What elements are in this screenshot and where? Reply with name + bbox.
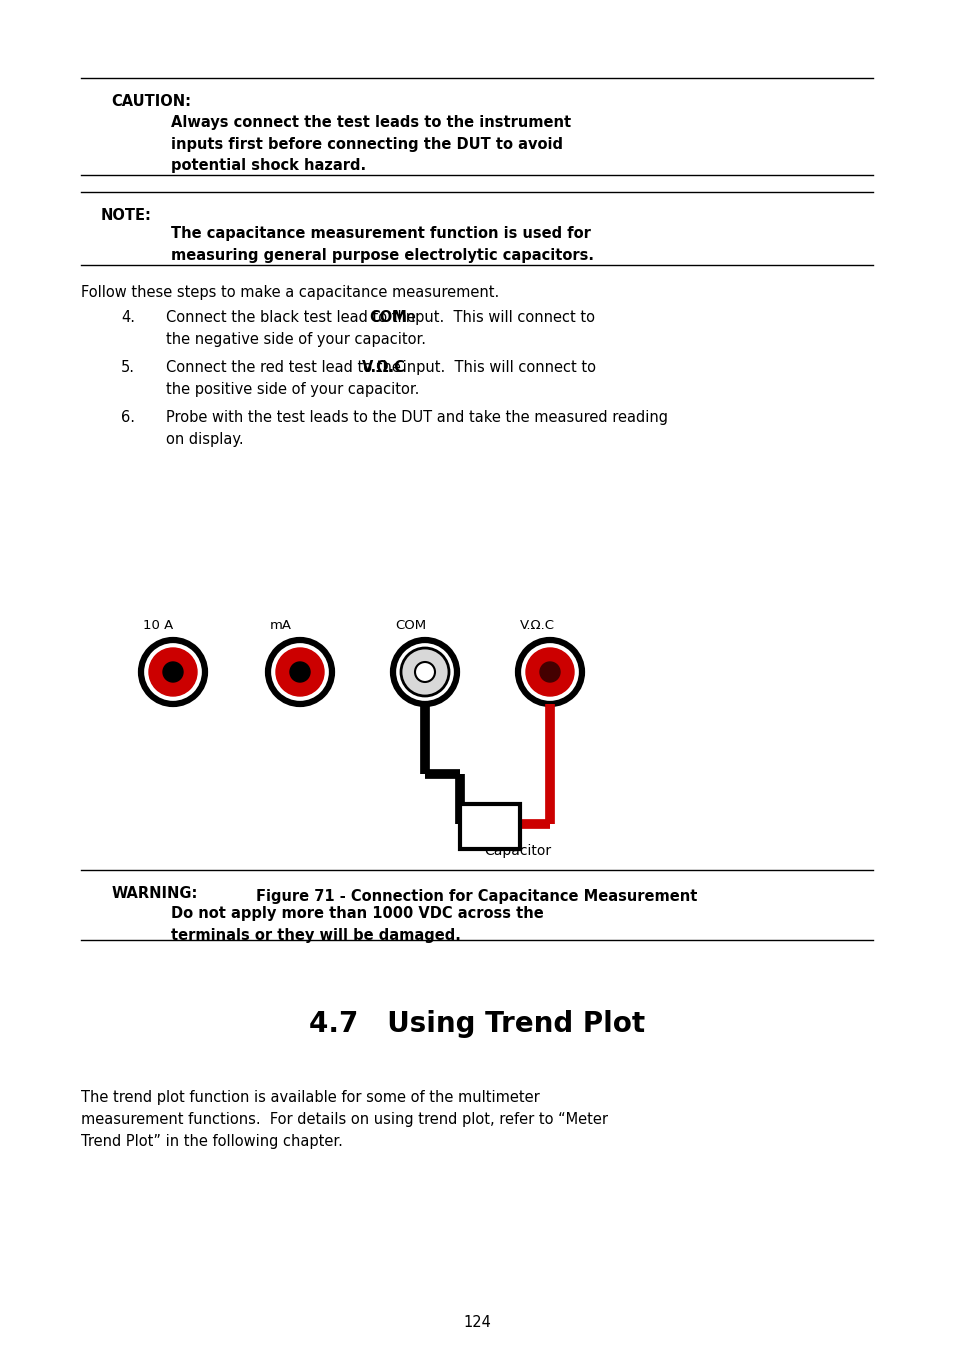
Text: Always connect the test leads to the instrument
inputs first before connecting t: Always connect the test leads to the ins…	[171, 114, 571, 174]
Text: The capacitance measurement function is used for
measuring general purpose elect: The capacitance measurement function is …	[171, 226, 594, 263]
Text: COM: COM	[369, 310, 407, 325]
Text: Capacitor: Capacitor	[483, 845, 551, 858]
Text: Connect the red test lead to the: Connect the red test lead to the	[166, 360, 405, 374]
Text: the negative side of your capacitor.: the negative side of your capacitor.	[166, 331, 426, 348]
Text: V.Ω.C: V.Ω.C	[519, 620, 555, 632]
Circle shape	[539, 661, 559, 682]
Circle shape	[149, 648, 196, 696]
Text: CAUTION:: CAUTION:	[111, 94, 191, 109]
Bar	[459, 804, 519, 849]
Text: on display.: on display.	[166, 432, 243, 447]
Text: Do not apply more than 1000 VDC across the
terminals or they will be damaged.: Do not apply more than 1000 VDC across t…	[171, 907, 543, 943]
Text: mA: mA	[270, 620, 292, 632]
Text: Follow these steps to make a capacitance measurement.: Follow these steps to make a capacitance…	[81, 286, 498, 300]
Text: NOTE:: NOTE:	[101, 207, 152, 224]
Text: Probe with the test leads to the DUT and take the measured reading: Probe with the test leads to the DUT and…	[166, 409, 667, 426]
Circle shape	[525, 648, 574, 696]
Circle shape	[415, 661, 435, 682]
Text: V.Ω.C: V.Ω.C	[362, 360, 406, 374]
Text: 5.: 5.	[121, 360, 135, 374]
Text: 4.7   Using Trend Plot: 4.7 Using Trend Plot	[309, 1010, 644, 1039]
Text: The trend plot function is available for some of the multimeter
measurement func: The trend plot function is available for…	[81, 1090, 607, 1149]
Text: Figure 71 - Connection for Capacitance Measurement: Figure 71 - Connection for Capacitance M…	[256, 889, 697, 904]
Text: 124: 124	[462, 1315, 491, 1329]
Circle shape	[400, 648, 449, 696]
Text: COM: COM	[395, 620, 426, 632]
Text: 4.: 4.	[121, 310, 135, 325]
Text: Connect the black test lead to the: Connect the black test lead to the	[166, 310, 420, 325]
Circle shape	[275, 648, 324, 696]
Text: input.  This will connect to: input. This will connect to	[397, 360, 596, 374]
Text: WARNING:: WARNING:	[111, 886, 197, 901]
Text: the positive side of your capacitor.: the positive side of your capacitor.	[166, 383, 419, 397]
Circle shape	[290, 661, 310, 682]
Text: 10 A: 10 A	[143, 620, 173, 632]
Text: input.  This will connect to: input. This will connect to	[396, 310, 595, 325]
Circle shape	[163, 661, 183, 682]
Text: 6.: 6.	[121, 409, 135, 426]
